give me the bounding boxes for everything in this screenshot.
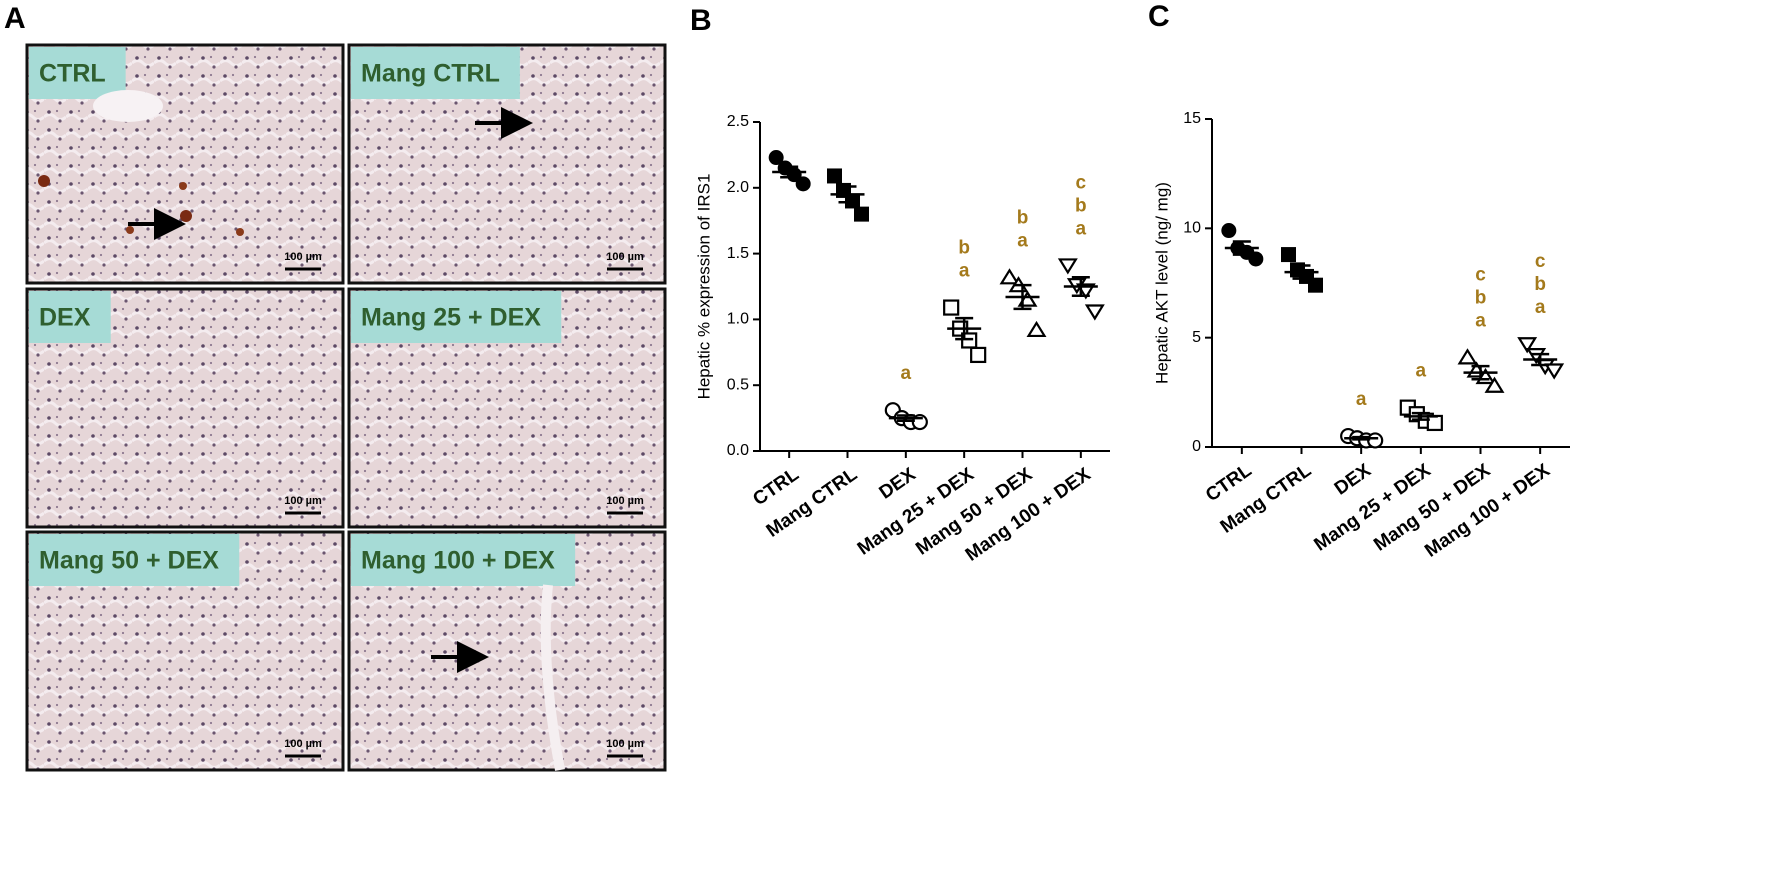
image-label: CTRL (39, 60, 106, 88)
data-point (1221, 223, 1237, 239)
panel-letter: C (1148, 0, 1170, 33)
y-tick-label: 15 (1183, 110, 1201, 127)
data-point (1367, 432, 1384, 449)
data-point (1308, 277, 1323, 293)
y-tick-label: 2.0 (727, 179, 749, 196)
label-box (29, 47, 126, 99)
image-label: Mang CTRL (361, 60, 500, 88)
data-point (768, 150, 784, 166)
image-label: Mang 100 + DEX (361, 547, 555, 575)
significance-letter: c (1535, 251, 1546, 272)
image-label: DEX (39, 304, 91, 332)
label-box (351, 47, 520, 99)
significance-letter: c (1076, 172, 1087, 193)
significance-letter: a (1535, 297, 1546, 318)
y-tick-label: 5 (1192, 329, 1201, 346)
data-point (961, 332, 978, 349)
error-bar (1531, 352, 1550, 367)
stain-spot (38, 175, 50, 187)
data-point (854, 206, 869, 222)
vessel (93, 90, 163, 122)
stain-spot (180, 210, 192, 222)
significance-letter: b (1534, 274, 1546, 295)
stain-spot (236, 228, 244, 236)
label-box (351, 534, 576, 586)
y-tick-label: 0.5 (727, 376, 749, 393)
y-tick-label: 0.0 (727, 442, 749, 459)
panel-letter: B (690, 4, 712, 37)
stain-spot (179, 182, 187, 190)
significance-letter: b (958, 238, 970, 259)
scale-bar-label: 100 µm (284, 495, 322, 507)
data-point (827, 168, 842, 184)
significance-letter: b (1075, 195, 1087, 216)
error-bar (896, 414, 915, 422)
data-point (1084, 304, 1105, 321)
data-point (1057, 258, 1078, 275)
significance-letter: a (901, 363, 912, 384)
significance-letter: a (1076, 218, 1087, 239)
y-tick-label: 10 (1183, 220, 1201, 237)
significance-letter: a (1356, 389, 1367, 410)
significance-letter: c (1475, 264, 1486, 285)
significance-letter: a (1416, 361, 1427, 382)
significance-letter: a (1017, 230, 1028, 251)
y-tick-label: 2.5 (727, 113, 749, 130)
label-box (29, 534, 240, 586)
data-point (1026, 320, 1047, 338)
data-point (943, 299, 960, 316)
image-label: Mang 25 + DEX (361, 304, 541, 332)
data-point (1457, 348, 1478, 365)
error-bar (1352, 435, 1371, 441)
panel-a: A CTRL 100 µm Mang CTRL 100 µm DEX 100 µm Mang … (4, 2, 667, 772)
scale-bar-label: 100 µm (606, 738, 644, 750)
data-point (1281, 247, 1296, 263)
stain-spot (126, 226, 134, 234)
data-point (1426, 414, 1443, 432)
label-box (351, 291, 562, 343)
data-point (970, 346, 987, 364)
y-axis-title: Hepatic AKT level (ng/ mg) (1152, 182, 1171, 384)
scale-bar-label: 100 µm (284, 738, 322, 750)
image-label: Mang 50 + DEX (39, 547, 219, 575)
error-bar (1471, 364, 1490, 381)
error-bar (780, 165, 799, 179)
data-point (1544, 363, 1565, 380)
vessel (540, 584, 565, 771)
error-bar (1071, 276, 1090, 297)
error-bar (955, 316, 974, 341)
significance-letter: b (1475, 287, 1487, 308)
significance-letter: a (1475, 310, 1486, 331)
label-box (29, 291, 111, 343)
y-tick-label: 1.5 (727, 245, 749, 262)
y-tick-label: 1.0 (727, 311, 749, 328)
significance-letter: a (959, 261, 970, 282)
error-bar (1013, 283, 1032, 311)
data-point (1484, 376, 1505, 393)
significance-letter: b (1017, 207, 1029, 228)
scale-bar-label: 100 µm (284, 251, 322, 263)
error-bar (1292, 264, 1311, 280)
error-bar (1411, 411, 1430, 421)
x-tick-label: DEX (1331, 460, 1375, 500)
data-point (795, 176, 811, 192)
error-bar (838, 185, 857, 204)
y-axis-title: Hepatic % expression of IRS1 (694, 174, 713, 400)
data-point (1517, 337, 1538, 354)
panel-letter: A (4, 2, 26, 35)
charts: B 0.0 0.5 1.0 1.5 2.0 2.5 Hepatic % expression … (690, 0, 1570, 566)
x-tick-label: DEX (876, 464, 920, 504)
data-point (1248, 251, 1264, 267)
scale-bar-label: 100 µm (606, 495, 644, 507)
arrows (38, 90, 565, 771)
error-bar (1232, 240, 1251, 256)
scale-bar-label: 100 µm (606, 251, 644, 263)
y-tick-label: 0 (1192, 438, 1201, 455)
data-point (999, 268, 1020, 285)
